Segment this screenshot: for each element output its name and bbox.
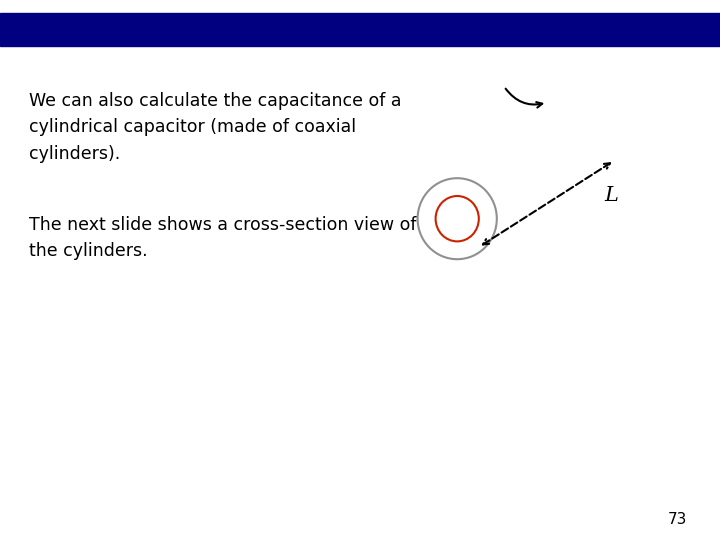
Text: The next slide shows a cross-section view of
the cylinders.: The next slide shows a cross-section vie… <box>29 216 416 260</box>
Text: 73: 73 <box>668 511 688 526</box>
Text: L: L <box>605 186 618 205</box>
Text: We can also calculate the capacitance of a
cylindrical capacitor (made of coaxia: We can also calculate the capacitance of… <box>29 92 401 163</box>
Bar <box>0 14 720 46</box>
